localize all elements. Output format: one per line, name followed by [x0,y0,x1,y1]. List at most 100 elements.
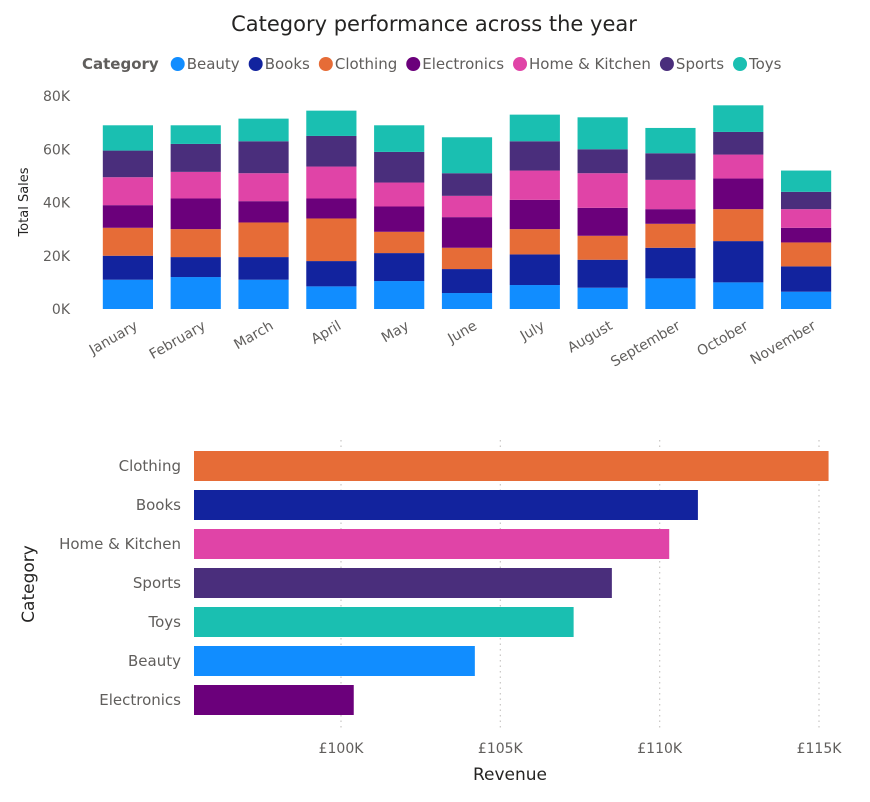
bar-segment-toys-august[interactable] [577,117,628,150]
bar-segment-sports-january[interactable] [102,150,154,178]
bar-segment-electronics-september[interactable] [645,209,696,224]
bar-segment-beauty-october[interactable] [713,282,764,309]
bar-segment-electronics-november[interactable] [780,227,832,243]
bar-segment-sports-august[interactable] [577,149,628,174]
bar-segment-beauty-june[interactable] [441,293,493,309]
bar-segment-home-kitchen-may[interactable] [374,182,425,207]
bar-segment-electronics-april[interactable] [306,198,357,219]
bar-segment-clothing-june[interactable] [441,247,493,270]
bar-segment-electronics-february[interactable] [170,198,221,230]
bar-segment-electronics-may[interactable] [374,206,425,232]
bar-segment-home-kitchen-february[interactable] [170,171,221,199]
bar-segment-home-kitchen-august[interactable] [577,173,628,208]
bar-segment-home-kitchen-july[interactable] [509,170,560,200]
legend-item-electronics[interactable]: Electronics [422,55,504,73]
bar-segment-clothing-october[interactable] [713,209,764,242]
bar-segment-beauty-november[interactable] [780,291,832,309]
bar-segment-toys-may[interactable] [374,125,425,152]
bar-segment-home-kitchen-march[interactable] [238,173,289,202]
bar-segment-home-kitchen-june[interactable] [441,195,493,218]
bar-segment-home-kitchen-november[interactable] [780,209,832,228]
bar-segment-electronics-june[interactable] [441,217,493,248]
bar-sports[interactable] [194,568,612,598]
bar-segment-home-kitchen-october[interactable] [713,154,764,179]
bar-segment-toys-october[interactable] [713,105,764,132]
x-tick-label: May [379,318,412,346]
x-tick-label: £115K [797,741,843,757]
bar-segment-clothing-july[interactable] [509,229,560,255]
bar-segment-sports-september[interactable] [645,153,696,180]
bar-segment-beauty-may[interactable] [374,281,425,309]
bar-segment-books-may[interactable] [374,253,425,282]
legend-swatch-electronics [406,57,421,71]
bar-segment-clothing-august[interactable] [577,235,628,260]
bar-segment-books-august[interactable] [577,259,628,288]
bar-clothing[interactable] [194,451,829,481]
legend-item-toys[interactable]: Toys [748,55,782,73]
bar-segment-toys-july[interactable] [509,114,560,142]
bar-segment-clothing-november[interactable] [780,242,832,267]
bar-segment-home-kitchen-september[interactable] [645,179,696,210]
bar-segment-toys-february[interactable] [170,125,221,144]
bar-segment-sports-may[interactable] [374,151,425,183]
bar-segment-beauty-march[interactable] [238,279,289,309]
legend-item-beauty[interactable]: Beauty [187,55,240,73]
bar-segment-clothing-april[interactable] [306,218,357,262]
legend-swatch-home-kitchen [513,57,528,71]
y-tick-label: 20K [43,249,71,265]
legend-item-books[interactable]: Books [265,55,310,73]
bar-segment-books-september[interactable] [645,247,696,279]
bar-segment-books-july[interactable] [509,254,560,286]
bar-segment-toys-september[interactable] [645,127,696,154]
bar-segment-books-february[interactable] [170,257,221,278]
bar-segment-clothing-may[interactable] [374,231,425,254]
legend-item-clothing[interactable]: Clothing [335,55,397,73]
bar-segment-books-october[interactable] [713,241,764,283]
bar-segment-electronics-july[interactable] [509,199,560,230]
bar-segment-beauty-february[interactable] [170,277,221,309]
bar-segment-books-june[interactable] [441,269,493,294]
bar-segment-sports-april[interactable] [306,135,357,167]
bar-segment-books-april[interactable] [306,261,357,287]
bar-segment-books-january[interactable] [102,255,154,280]
bar-segment-clothing-march[interactable] [238,222,289,258]
bar-segment-toys-april[interactable] [306,110,357,136]
bar-segment-beauty-september[interactable] [645,278,696,309]
bar-segment-beauty-august[interactable] [577,287,628,309]
x-axis-ticks: January February March April May June July Augu… [86,318,819,371]
bar-segment-electronics-january[interactable] [102,205,154,228]
bar-segment-sports-march[interactable] [238,141,289,174]
bar-segment-toys-march[interactable] [238,118,289,142]
bar-segment-books-november[interactable] [780,266,832,292]
bar-segment-home-kitchen-january[interactable] [102,177,154,206]
bar-segment-beauty-january[interactable] [102,279,154,309]
bar-segment-clothing-february[interactable] [170,229,221,258]
bar-segment-clothing-january[interactable] [102,227,154,256]
bars [194,451,829,715]
bar-beauty[interactable] [194,646,475,676]
bar-segment-sports-november[interactable] [780,191,832,210]
bar-segment-sports-october[interactable] [713,131,764,155]
bar-segment-sports-july[interactable] [509,141,560,171]
bar-segment-electronics-october[interactable] [713,178,764,210]
legend-item-home-kitchen[interactable]: Home & Kitchen [529,55,651,73]
bar-segment-electronics-august[interactable] [577,207,628,236]
bar-segment-sports-february[interactable] [170,143,221,172]
horizontal-bar-chart: Clothing Books Home & Kitchen Sports Toys Bea… [19,440,842,785]
bar-segment-toys-november[interactable] [780,170,832,192]
bar-home-kitchen[interactable] [194,529,670,559]
bar-segment-sports-june[interactable] [441,173,493,196]
legend-item-sports[interactable]: Sports [676,55,724,73]
bar-toys[interactable] [194,607,574,637]
bar-segment-home-kitchen-april[interactable] [306,166,357,199]
bar-segment-clothing-september[interactable] [645,223,696,248]
bar-segment-toys-january[interactable] [102,125,154,151]
bar-segment-electronics-march[interactable] [238,201,289,223]
bar-segment-beauty-july[interactable] [509,285,560,309]
legend-swatch-sports [659,57,674,71]
bar-books[interactable] [194,490,698,520]
bar-segment-beauty-april[interactable] [306,286,357,309]
bar-segment-toys-june[interactable] [441,137,493,174]
bar-electronics[interactable] [194,685,354,715]
bar-segment-books-march[interactable] [238,257,289,280]
